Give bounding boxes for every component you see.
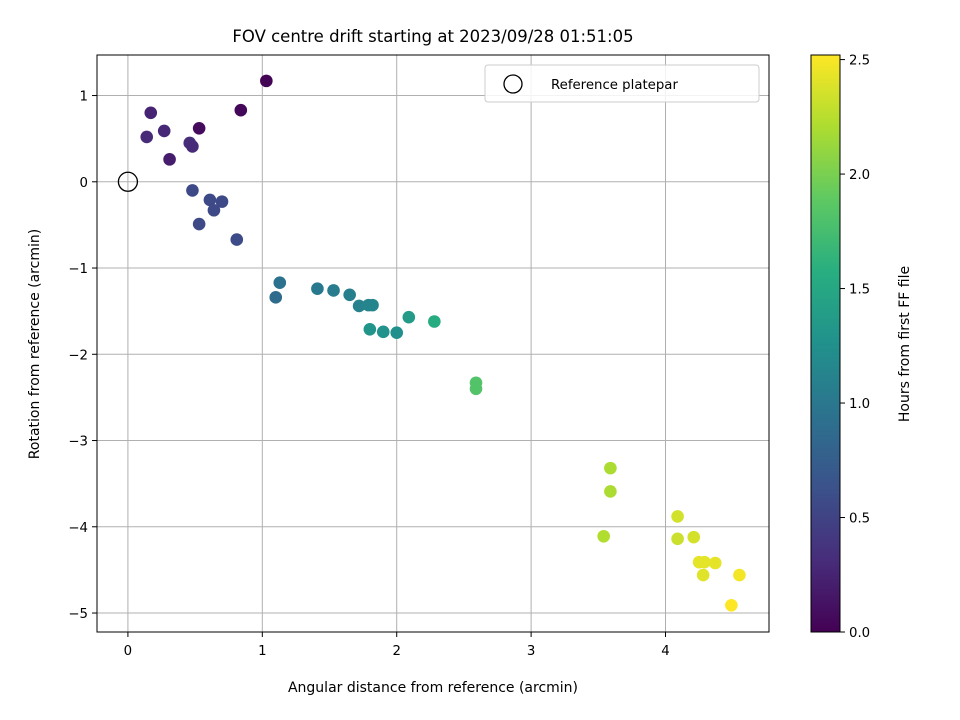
y-axis-label: Rotation from reference (arcmin) <box>27 229 43 459</box>
colorbar-tick-label: 2.0 <box>849 168 870 183</box>
y-tick-label: 0 <box>80 176 88 191</box>
x-tick-label: 1 <box>258 644 266 659</box>
colorbar-ticks: 0.0 0.5 1.0 1.5 2.0 2.5 <box>840 54 870 641</box>
data-points <box>140 74 746 612</box>
reference-platepar-marker <box>117 171 139 192</box>
plot-area-frame <box>96 54 770 633</box>
legend: Reference platepar <box>484 64 760 103</box>
scatter-point <box>327 284 340 297</box>
scatter-point <box>269 291 283 304</box>
scatter-point <box>140 130 154 144</box>
scatter-point <box>234 103 248 117</box>
x-tick-label: 2 <box>392 644 400 659</box>
y-tick-label: −3 <box>68 435 88 450</box>
x-tick-label: 4 <box>661 644 669 659</box>
y-tick-label: 1 <box>80 90 88 105</box>
chart-title: FOV centre drift starting at 2023/09/28 … <box>232 27 633 46</box>
y-tick-label: −2 <box>68 348 88 363</box>
x-axis-ticks: 0 1 2 3 4 <box>124 632 670 659</box>
scatter-point <box>186 140 199 153</box>
scatter-point <box>273 276 287 289</box>
scatter-point <box>402 310 416 324</box>
y-tick-label: −4 <box>68 521 88 536</box>
colorbar-tick-label: 0.5 <box>849 512 870 527</box>
y-tick-label: −5 <box>68 607 88 622</box>
scatter-point <box>708 556 722 570</box>
scatter-point <box>311 282 324 296</box>
y-axis-ticks: 1 0 −1 −2 −3 −4 −5 <box>68 90 97 622</box>
scatter-point <box>696 568 710 582</box>
scatter-point <box>260 74 273 88</box>
scatter-point <box>469 382 483 396</box>
scatter-point <box>343 288 356 302</box>
colorbar-label: Hours from first FF file <box>897 266 913 422</box>
reference-marker-layer <box>117 171 139 192</box>
colorbar <box>810 54 841 633</box>
scatter-point <box>725 598 738 612</box>
grid <box>97 55 769 632</box>
scatter-point <box>352 299 366 313</box>
scatter-point <box>671 510 684 523</box>
y-tick-label: −1 <box>68 262 88 277</box>
scatter-point <box>671 532 684 546</box>
scatter-point <box>215 195 229 208</box>
scatter-point <box>363 322 377 336</box>
scatter-point <box>604 485 617 498</box>
scatter-point <box>698 555 711 569</box>
x-tick-label: 0 <box>124 644 132 659</box>
scatter-point <box>230 233 244 246</box>
scatter-point <box>428 315 441 328</box>
scatter-point <box>203 193 217 207</box>
scatter-point <box>192 217 206 231</box>
scatter-point <box>186 184 199 197</box>
scatter-point <box>376 325 390 339</box>
scatter-point <box>163 153 176 166</box>
scatter-point <box>733 568 746 582</box>
colorbar-tick-label: 0.0 <box>849 626 870 641</box>
scatter-point <box>144 106 158 120</box>
legend-marker-icon <box>503 74 523 94</box>
legend-entry-reference: Reference platepar <box>551 78 678 93</box>
legend-frame <box>484 64 760 103</box>
scatter-point <box>390 326 404 340</box>
scatter-point <box>604 461 617 475</box>
scatter-point <box>157 124 171 138</box>
scatter-point <box>366 298 379 312</box>
scatter-point <box>597 529 610 543</box>
scatter-point <box>192 122 206 135</box>
colorbar-tick-label: 1.0 <box>849 397 870 412</box>
x-tick-label: 3 <box>527 644 535 659</box>
scatter-point <box>207 203 221 217</box>
colorbar-tick-label: 1.5 <box>849 283 870 298</box>
colorbar-tick-label: 2.5 <box>849 54 870 69</box>
x-axis-label: Angular distance from reference (arcmin) <box>288 680 578 696</box>
scatter-point <box>687 530 701 544</box>
